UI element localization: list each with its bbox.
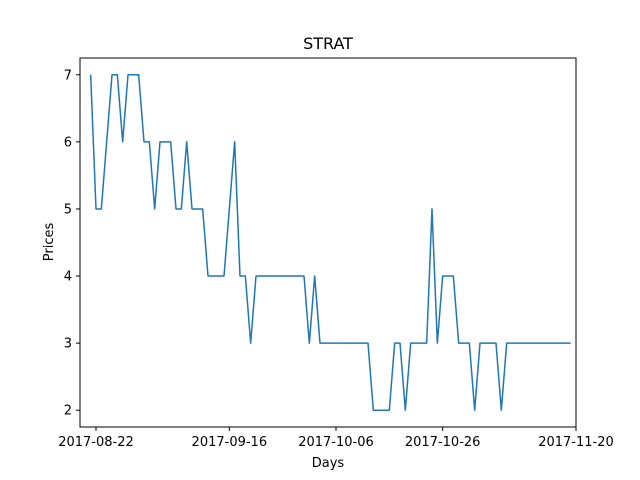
y-axis-label: Prices	[42, 223, 57, 262]
chart-title: STRAT	[303, 34, 353, 53]
plot-area	[89, 74, 571, 411]
x-tick-label-2: 2017-10-06	[298, 435, 374, 450]
y-tick-label-5: 7	[64, 68, 72, 83]
y-axis: 2 3 4 5 6 7	[64, 68, 80, 419]
plot-frame	[79, 57, 577, 428]
y-tick-label-0: 2	[64, 404, 72, 419]
x-axis-label: Days	[312, 456, 345, 471]
x-tick-label-3: 2017-10-26	[405, 435, 481, 450]
series-line-0	[89, 74, 571, 411]
y-tick-label-4: 6	[64, 135, 72, 150]
y-tick-label-2: 4	[64, 270, 72, 285]
x-tick-label-0: 2017-08-22	[58, 435, 134, 450]
x-tick-label-4: 2017-11-20	[538, 435, 614, 450]
x-tick-label-1: 2017-09-16	[192, 435, 268, 450]
x-axis: 2017-08-22 2017-09-16 2017-10-06 2017-10-26…	[58, 427, 614, 450]
y-tick-label-3: 5	[64, 202, 72, 217]
y-tick-label-1: 3	[64, 337, 72, 352]
